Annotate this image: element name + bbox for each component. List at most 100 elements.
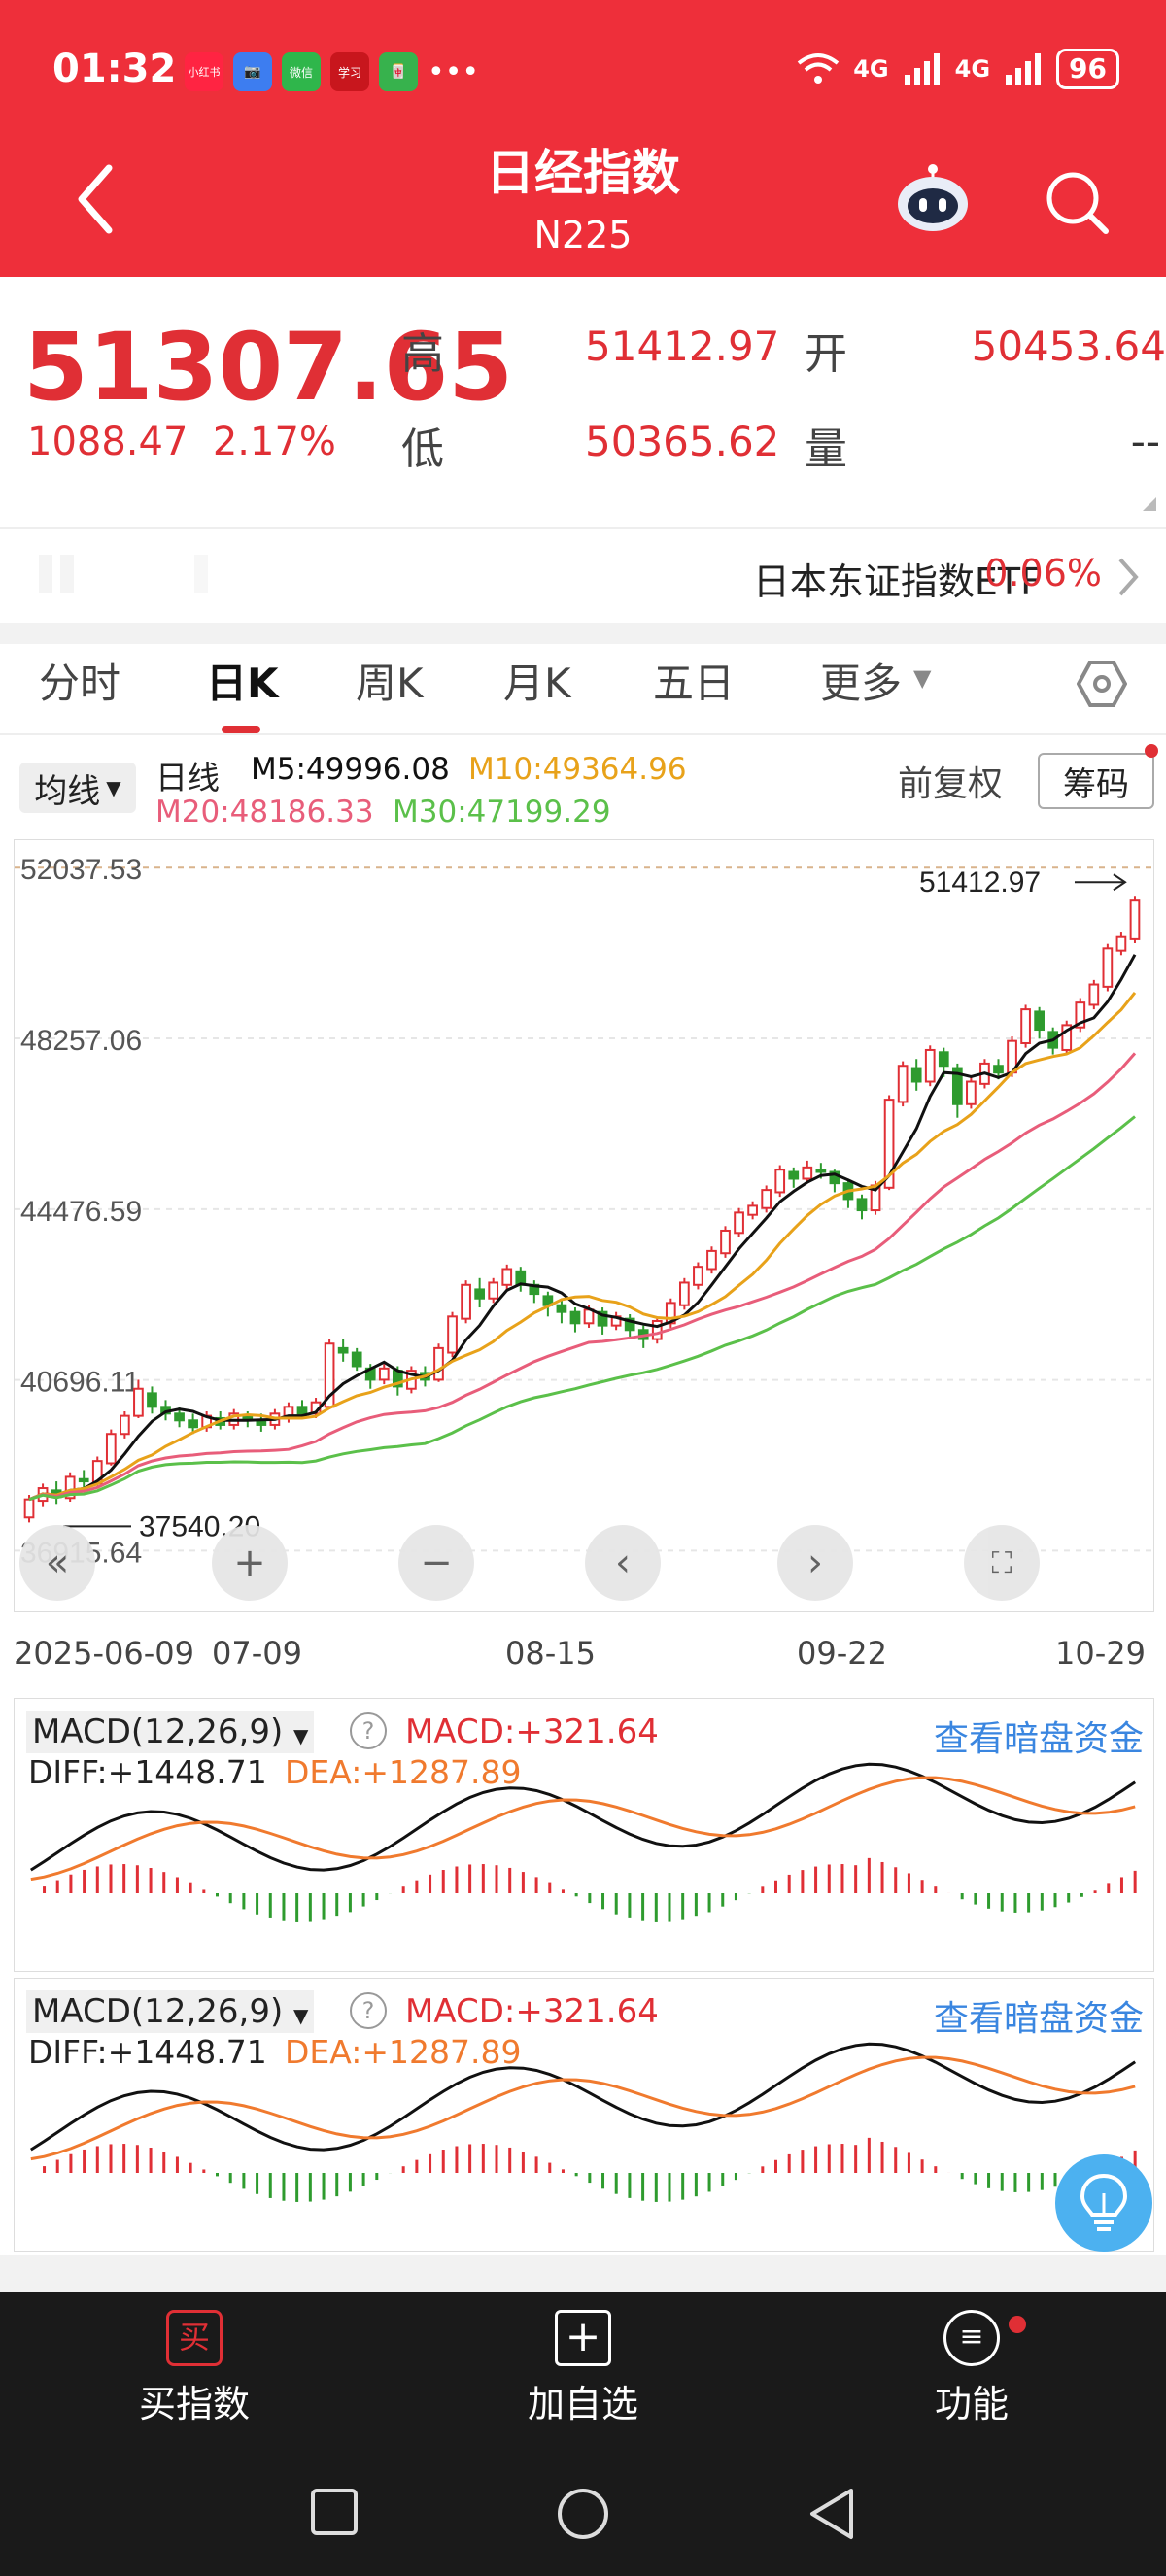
search-icon[interactable]	[1042, 167, 1112, 237]
candle-body	[910, 1067, 922, 1083]
status-app-icons: 小红书 📷 微信 学习 🀄 •••	[185, 52, 479, 91]
y-tick-label: 52037.53	[20, 854, 142, 886]
signal-icon-1	[904, 53, 940, 85]
network-4g-label-2: 4G	[954, 55, 991, 83]
tab-more[interactable]: 更多	[820, 660, 903, 707]
help-icon[interactable]: ?	[350, 1992, 387, 2029]
candle-body	[951, 1067, 963, 1105]
candle-body	[829, 1170, 840, 1185]
caret-icon: ▼	[106, 776, 121, 799]
candle-body	[1020, 1008, 1031, 1044]
volume-label: 量	[805, 424, 847, 474]
ma5-label: M5:49996.08	[251, 752, 450, 787]
dark-pool-link[interactable]: 查看暗盘资金	[933, 1999, 1144, 2039]
macd-panel-2[interactable]: MACD(12,26,9) ▼ ? MACD:+321.64 查看暗盘资金 DI…	[14, 1978, 1154, 2252]
dark-pool-link[interactable]: 查看暗盘资金	[933, 1719, 1144, 1759]
step-right-button[interactable]: ›	[777, 1525, 853, 1601]
candle-body	[447, 1315, 458, 1354]
candle-body	[802, 1166, 813, 1180]
functions-label: 功能	[934, 2383, 1009, 2425]
tab-monthly-k[interactable]: 月K	[503, 660, 571, 707]
settings-icon[interactable]	[1077, 659, 1127, 709]
candle-body	[597, 1310, 608, 1327]
macd-select[interactable]: MACD(12,26,9) ▼	[26, 1990, 315, 2033]
macd-chart	[29, 1762, 1137, 1922]
notification-dot	[1145, 744, 1158, 758]
tab-weekly-k[interactable]: 周K	[356, 660, 424, 707]
macd-diff-line	[29, 1762, 1137, 1872]
macd-diff-line	[29, 2042, 1137, 2152]
help-icon[interactable]: ?	[350, 1712, 387, 1749]
candle-body	[1034, 1010, 1045, 1032]
placeholder-bar-3	[194, 555, 208, 593]
functions-button[interactable]: ≡ 功能	[865, 2310, 1079, 2427]
back-arrow-icon[interactable]	[68, 160, 126, 238]
macd-select[interactable]: MACD(12,26,9) ▼	[26, 1711, 315, 1753]
candle-body	[78, 1477, 89, 1483]
game-icon: 🀄	[379, 52, 418, 91]
scroll-left-fast-button[interactable]: «	[19, 1525, 95, 1601]
adjust-label[interactable]: 前复权	[898, 764, 1004, 804]
ma20-line	[28, 1052, 1137, 1502]
more-dots-icon: •••	[428, 54, 480, 89]
chip-button[interactable]: 筹码	[1038, 753, 1154, 809]
home-icon[interactable]	[556, 2487, 610, 2541]
etf-change: 0.06%	[984, 552, 1102, 594]
tab-five-day[interactable]: 五日	[653, 660, 736, 707]
candle-body	[461, 1283, 471, 1320]
candle-body	[174, 1412, 185, 1422]
macd-dea-line	[30, 1776, 1136, 1881]
max-value-label: 51412.97	[919, 866, 1041, 898]
lightbulb-button[interactable]	[1055, 2154, 1152, 2252]
candle-body	[693, 1266, 703, 1286]
zoom-out-button[interactable]: −	[398, 1525, 474, 1601]
open-label: 开	[805, 329, 847, 379]
last-price: 51307.65	[23, 313, 514, 422]
period-tabs: 分时 日K 周K 月K 五日 更多 ▼	[0, 651, 1166, 729]
lightbulb-icon	[1080, 2173, 1128, 2231]
macd-panel-1[interactable]: MACD(12,26,9) ▼ ? MACD:+321.64 查看暗盘资金 DI…	[14, 1698, 1154, 1972]
signal-icon-2	[1006, 53, 1042, 85]
etf-bar[interactable]	[0, 529, 1166, 623]
low-label: 低	[401, 424, 444, 474]
y-tick-label: 44476.59	[20, 1196, 142, 1228]
change-percent: 2.17%	[212, 420, 336, 464]
dropdown-caret-icon[interactable]: ▼	[913, 664, 932, 692]
divider	[0, 527, 1166, 529]
etf-name[interactable]: 日本东证指数ETF	[752, 560, 1042, 603]
add-watchlist-button[interactable]: + 加自选	[476, 2310, 690, 2427]
zoom-in-button[interactable]: +	[212, 1525, 288, 1601]
ma-select-label: 均线	[34, 771, 101, 811]
chevron-right-icon[interactable]	[1115, 556, 1141, 598]
back-nav-icon[interactable]	[806, 2487, 857, 2541]
step-left-button[interactable]: ‹	[585, 1525, 661, 1601]
divider	[0, 733, 1166, 735]
candle-body	[788, 1170, 800, 1180]
candle-body	[23, 1498, 35, 1519]
x-tick-2: 07-09	[212, 1635, 302, 1672]
x-tick-4: 09-22	[797, 1635, 887, 1672]
ma20-label: M20:48186.33	[155, 795, 374, 830]
robot-assistant-icon[interactable]	[894, 163, 972, 233]
tab-daily-k[interactable]: 日K	[206, 660, 279, 707]
app-header: 01:32 小红书 📷 微信 学习 🀄 ••• 4G 4G 96 日经指数 N2…	[0, 0, 1166, 277]
study-icon: 学习	[330, 52, 369, 91]
candle-body	[651, 1319, 663, 1340]
page-title: 日经指数	[486, 145, 680, 201]
candle-body	[133, 1387, 144, 1417]
candle-body	[1129, 899, 1141, 940]
kline-chart[interactable]: 52037.5348257.0644476.5940696.1136915.64…	[14, 839, 1154, 1612]
ma-select[interactable]: 均线 ▼	[19, 763, 136, 813]
wifi-icon	[797, 53, 840, 84]
candle-body	[720, 1229, 731, 1255]
fullscreen-button[interactable]: ⛶	[964, 1525, 1040, 1601]
expand-corner-icon[interactable]	[1143, 497, 1156, 511]
candle-body	[296, 1406, 308, 1415]
tab-intraday[interactable]: 分时	[39, 660, 121, 707]
placeholder-bar-1	[39, 555, 52, 593]
candle-body	[378, 1367, 390, 1381]
candle-body	[1061, 1024, 1073, 1051]
macd-value: MACD:+321.64	[405, 1992, 659, 2031]
buy-index-button[interactable]: 买 买指数	[87, 2310, 301, 2427]
recent-apps-icon[interactable]	[309, 2487, 360, 2537]
